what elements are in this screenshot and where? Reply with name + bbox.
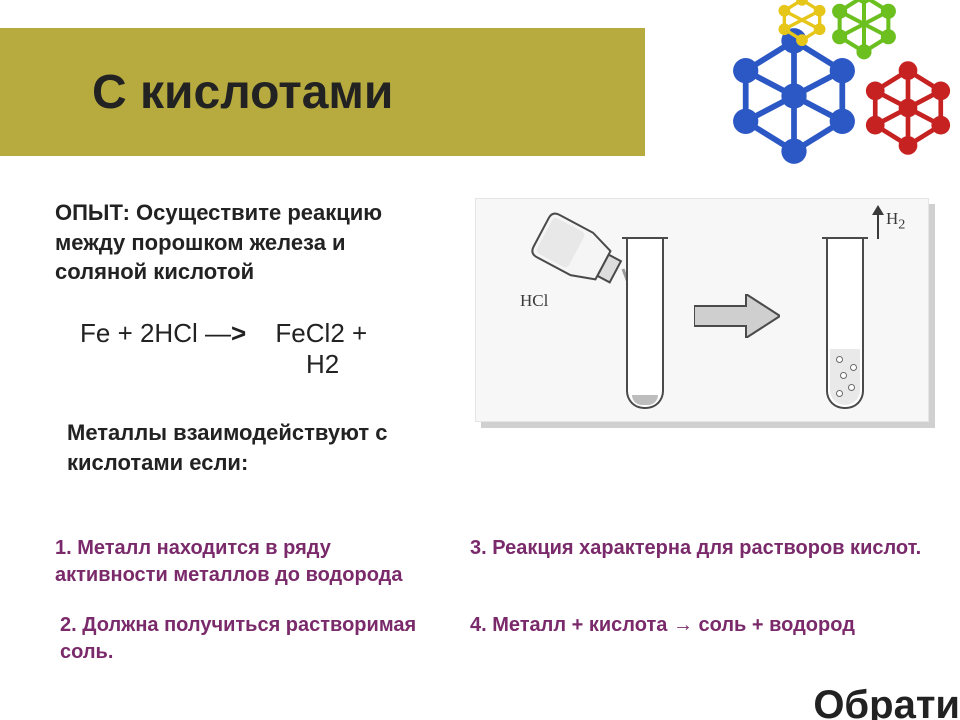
rule-3: 3. Реакция характерна для растворов кисл…: [470, 535, 960, 562]
reaction-arrow-icon: [694, 294, 780, 338]
equation-product1: FeCl2 +: [275, 318, 367, 349]
test-tube-1-icon: [626, 239, 664, 409]
h2-label: H2: [886, 209, 905, 233]
molecule-decoration: [702, 0, 952, 172]
diagram-shadow-bottom: [481, 422, 935, 428]
equation-product2: H2: [306, 349, 367, 380]
hcl-label: HCl: [520, 291, 548, 311]
chemical-equation: Fe + 2HCl —> FeCl2 + H2: [80, 318, 367, 380]
h2-text: H: [886, 209, 898, 228]
equation-reactants: Fe + 2HCl —: [80, 318, 231, 349]
page-title: С кислотами: [92, 65, 393, 120]
rule-2: 2. Должна получиться растворимая соль.: [60, 612, 460, 666]
cropped-text: Обрати: [813, 683, 960, 720]
h2-up-arrow-icon: [870, 205, 886, 244]
rule-1: 1. Металл находится в ряду активности ме…: [55, 535, 435, 589]
equation-arrowhead: >: [231, 318, 246, 348]
hcl-bottle-icon: [520, 211, 630, 289]
rules-heading: Металлы взаимодействуют с кислотами если…: [67, 418, 447, 477]
molecules-svg: [702, 0, 952, 172]
title-bar: С кислотами: [0, 28, 645, 156]
experiment-diagram: HCl: [475, 198, 935, 428]
h2-sub: 2: [898, 216, 905, 232]
experiment-heading: ОПЫТ: Осуществите реакцию между порошком…: [55, 198, 435, 287]
rule-4: 4. Металл + кислота → соль + водород: [470, 612, 890, 639]
test-tube-2-icon: [826, 239, 864, 409]
diagram-panel: HCl: [475, 198, 929, 422]
diagram-shadow-right: [929, 204, 935, 422]
